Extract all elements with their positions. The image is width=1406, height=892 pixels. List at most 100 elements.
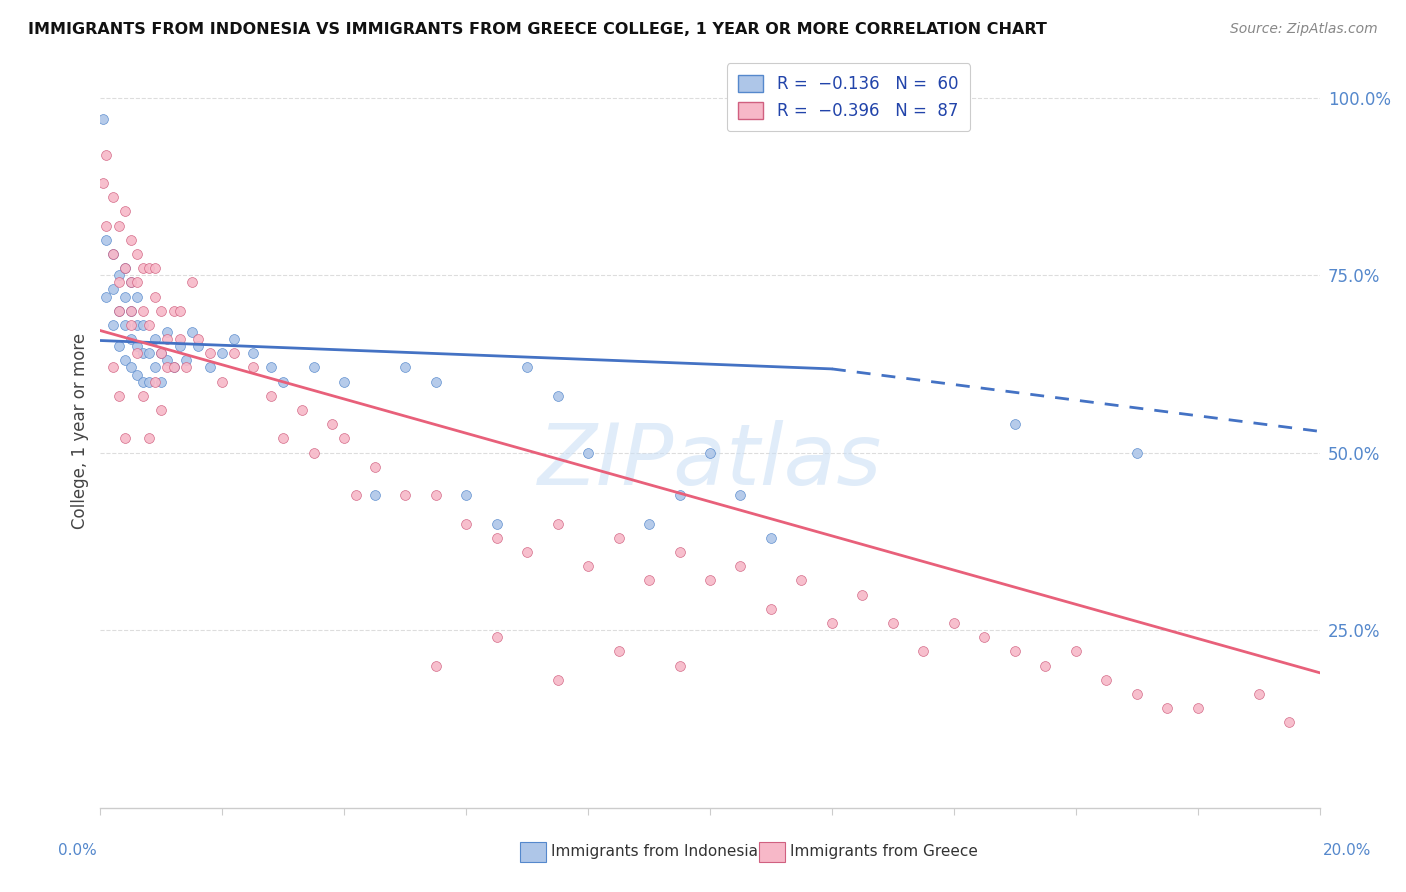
Point xyxy=(1004,644,1026,658)
Point xyxy=(973,630,995,644)
Point xyxy=(187,339,209,353)
Text: ZIPatlas: ZIPatlas xyxy=(538,420,882,503)
Point xyxy=(107,275,129,289)
Point xyxy=(101,247,124,261)
Point xyxy=(125,339,148,353)
Point xyxy=(93,176,115,190)
Point xyxy=(156,353,179,368)
Point xyxy=(180,275,202,289)
Point xyxy=(394,360,416,375)
Point xyxy=(456,516,478,531)
Point xyxy=(321,417,343,432)
Point xyxy=(132,318,155,332)
Point xyxy=(125,368,148,382)
Point xyxy=(93,112,115,126)
Text: Immigrants from Greece: Immigrants from Greece xyxy=(790,845,979,859)
Point xyxy=(344,488,367,502)
Point xyxy=(101,282,124,296)
Point xyxy=(120,303,142,318)
Point xyxy=(125,289,148,303)
Point xyxy=(120,332,142,346)
Point xyxy=(290,403,312,417)
Point xyxy=(699,574,721,588)
Point xyxy=(162,360,184,375)
Point xyxy=(425,488,447,502)
Point xyxy=(96,289,118,303)
Point xyxy=(942,615,965,630)
Point xyxy=(107,303,129,318)
Point xyxy=(156,332,179,346)
Point xyxy=(180,325,202,339)
Point xyxy=(143,375,166,389)
Point xyxy=(576,559,599,574)
Point xyxy=(302,445,325,459)
Point xyxy=(211,346,233,360)
Point xyxy=(547,389,569,403)
Point xyxy=(120,233,142,247)
Point xyxy=(1126,445,1149,459)
Point xyxy=(132,375,155,389)
Point xyxy=(132,389,155,403)
Point xyxy=(150,403,173,417)
Point xyxy=(114,261,136,276)
Y-axis label: College, 1 year or more: College, 1 year or more xyxy=(72,334,89,530)
Point xyxy=(1095,673,1118,687)
Point xyxy=(198,360,221,375)
Point xyxy=(638,516,661,531)
Point xyxy=(114,204,136,219)
Point xyxy=(169,332,191,346)
Point xyxy=(668,488,690,502)
Point xyxy=(96,147,118,161)
Point xyxy=(425,658,447,673)
Point xyxy=(759,602,782,616)
Point xyxy=(363,459,385,474)
Point xyxy=(132,261,155,276)
Point xyxy=(174,353,197,368)
Point xyxy=(1247,687,1270,701)
Point xyxy=(516,545,538,559)
Point xyxy=(607,531,630,545)
Point xyxy=(1004,417,1026,432)
Point xyxy=(156,360,179,375)
Point xyxy=(271,432,294,446)
Point xyxy=(851,588,873,602)
Point xyxy=(224,332,246,346)
Point xyxy=(242,346,264,360)
Point xyxy=(150,303,173,318)
Point xyxy=(101,318,124,332)
Point xyxy=(138,261,160,276)
Point xyxy=(150,346,173,360)
Point xyxy=(114,261,136,276)
Point xyxy=(169,339,191,353)
Point xyxy=(516,360,538,375)
Point xyxy=(485,516,508,531)
Point xyxy=(198,346,221,360)
Point xyxy=(759,531,782,545)
Point xyxy=(107,268,129,283)
Point xyxy=(96,233,118,247)
Point xyxy=(138,432,160,446)
Point xyxy=(107,389,129,403)
Point xyxy=(271,375,294,389)
Text: IMMIGRANTS FROM INDONESIA VS IMMIGRANTS FROM GREECE COLLEGE, 1 YEAR OR MORE CORR: IMMIGRANTS FROM INDONESIA VS IMMIGRANTS … xyxy=(28,22,1047,37)
Text: Source: ZipAtlas.com: Source: ZipAtlas.com xyxy=(1230,22,1378,37)
Point xyxy=(114,289,136,303)
Point xyxy=(120,275,142,289)
Point xyxy=(96,219,118,233)
Point xyxy=(485,531,508,545)
Point xyxy=(125,275,148,289)
Point xyxy=(333,432,356,446)
Point xyxy=(260,389,283,403)
Point xyxy=(912,644,935,658)
Text: 0.0%: 0.0% xyxy=(58,843,97,858)
Point xyxy=(132,303,155,318)
Point xyxy=(425,375,447,389)
Point xyxy=(156,325,179,339)
Point xyxy=(101,247,124,261)
Point xyxy=(101,190,124,204)
Point xyxy=(143,332,166,346)
Point xyxy=(120,275,142,289)
Point xyxy=(101,360,124,375)
Point xyxy=(1033,658,1056,673)
Point xyxy=(107,303,129,318)
